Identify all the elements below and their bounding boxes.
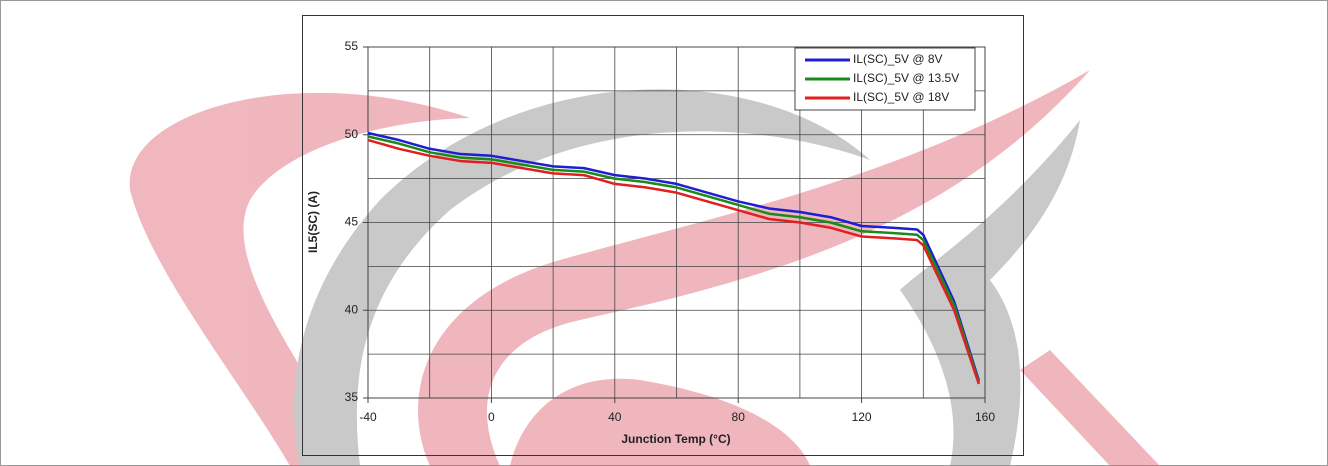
x-tick-label: 80 bbox=[732, 410, 746, 424]
y-tick-label: 55 bbox=[345, 39, 359, 53]
x-axis-label: Junction Temp (°C) bbox=[621, 432, 730, 446]
y-tick-label: 45 bbox=[345, 215, 359, 229]
legend-label: IL(SC)_5V @ 18V bbox=[853, 90, 949, 104]
y-tick-label: 40 bbox=[345, 302, 359, 316]
legend-label: IL(SC)_5V @ 13.5V bbox=[853, 71, 959, 85]
y-axis-label: IL5(SC) (A) bbox=[306, 191, 320, 253]
watermark-arc bbox=[294, 89, 870, 466]
y-tick-label: 35 bbox=[345, 390, 359, 404]
x-tick-label: 40 bbox=[608, 410, 622, 424]
chart-frame bbox=[302, 15, 1024, 456]
y-tick-label: 50 bbox=[345, 127, 359, 141]
watermark bbox=[129, 70, 1160, 466]
x-tick-label: 0 bbox=[488, 410, 495, 424]
watermark-arc bbox=[1020, 350, 1160, 466]
legend-label: IL(SC)_5V @ 8V bbox=[853, 52, 943, 66]
watermark-arc bbox=[417, 70, 1090, 466]
watermark-arc bbox=[900, 120, 1080, 466]
watermark-arc bbox=[129, 92, 470, 466]
x-tick-label: 120 bbox=[852, 410, 872, 424]
series-line bbox=[367, 131, 981, 381]
x-tick-label: 160 bbox=[975, 410, 995, 424]
series-line bbox=[367, 138, 981, 385]
series-line bbox=[367, 135, 981, 383]
x-tick-label: -40 bbox=[359, 410, 377, 424]
watermark-arc bbox=[510, 378, 810, 466]
